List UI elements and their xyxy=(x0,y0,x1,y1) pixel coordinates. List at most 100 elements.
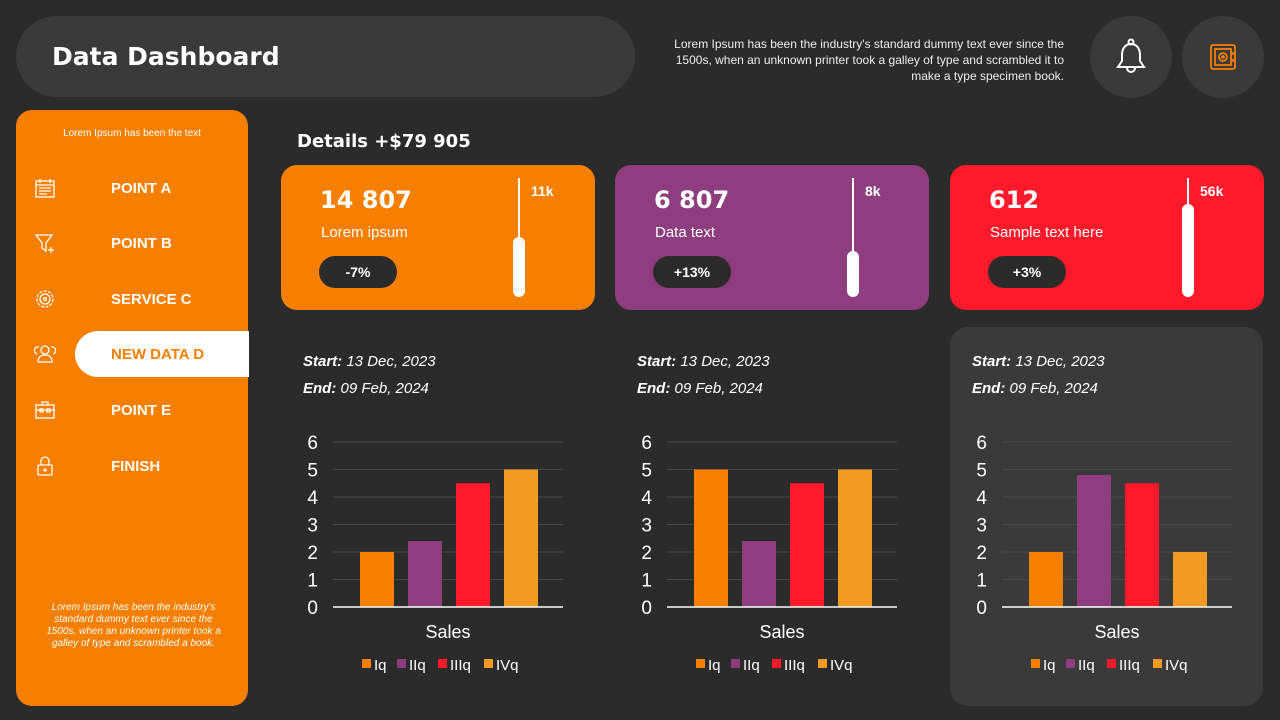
change-badge: -7% xyxy=(319,256,397,288)
y-tick-label: 2 xyxy=(307,543,318,564)
date-range: Start: 13 Dec, 2023 End: 09 Feb, 2024 xyxy=(972,348,1105,402)
kpi-card: 6 807 Data text +13% 8k xyxy=(615,165,929,310)
bar-IIq xyxy=(742,541,776,607)
sales-bar-chart: 0 1 2 3 4 5 6 Sales Iq IIq IIIq IVq xyxy=(307,433,563,674)
legend-swatch xyxy=(397,659,406,668)
y-tick-label: 4 xyxy=(641,488,652,509)
sidebar-item-point-e[interactable]: POINT E xyxy=(16,387,248,433)
x-axis-label: Sales xyxy=(425,622,470,642)
legend-swatch xyxy=(484,659,493,668)
kpi-label: Sample text here xyxy=(990,224,1104,241)
legend-label: IIIq xyxy=(450,657,471,674)
sidebar-item-point-b[interactable]: POINT B xyxy=(16,220,248,266)
legend-swatch xyxy=(818,659,827,668)
y-tick-label: 1 xyxy=(976,571,987,592)
kpi-value: 612 xyxy=(989,186,1040,214)
gauge-fill xyxy=(513,237,525,297)
sidebar-item-label: POINT B xyxy=(111,234,172,252)
bar-Iq xyxy=(1029,552,1063,607)
bar-IIq xyxy=(1077,475,1111,607)
legend-label: IIIq xyxy=(1119,657,1140,674)
legend-label: IVq xyxy=(496,657,519,674)
bar-IIIq xyxy=(790,483,824,607)
start-date: Start: 13 Dec, 2023 xyxy=(972,353,1105,370)
sidebar-item-label: POINT A xyxy=(111,179,172,197)
sidebar-item-point-a[interactable]: POINT A xyxy=(16,165,248,211)
end-date: End: 09 Feb, 2024 xyxy=(637,380,763,397)
y-tick-label: 2 xyxy=(641,543,652,564)
y-tick-label: 5 xyxy=(976,461,987,482)
gauge-max: 11k xyxy=(531,183,554,199)
kpi-card: 14 807 Lorem ipsum -7% 11k xyxy=(281,165,595,310)
y-tick-label: 0 xyxy=(976,598,987,619)
change-badge: +13% xyxy=(653,256,731,288)
end-date: End: 09 Feb, 2024 xyxy=(303,380,429,397)
y-tick-label: 3 xyxy=(307,516,318,537)
notifications-button[interactable] xyxy=(1090,16,1172,98)
sidebar: Lorem Ipsum has been the text POINT A PO… xyxy=(16,110,249,706)
kpi-label: Lorem ipsum xyxy=(321,224,408,241)
gauge-fill xyxy=(1182,204,1194,297)
y-tick-label: 5 xyxy=(307,461,318,482)
date-range: Start: 13 Dec, 2023 End: 09 Feb, 2024 xyxy=(637,348,770,402)
kpi-label: Data text xyxy=(655,224,716,241)
kpi-card: 612 Sample text here +3% 56k xyxy=(950,165,1264,310)
bar-IIIq xyxy=(1125,483,1159,607)
bar-IVq xyxy=(838,469,872,607)
legend-label: IVq xyxy=(830,657,853,674)
bar-Iq xyxy=(694,469,728,607)
sales-bar-chart: 0 1 2 3 4 5 6 Sales Iq IIq IIIq IVq xyxy=(976,433,1232,674)
sidebar-item-label: POINT E xyxy=(111,401,172,419)
bar-IIIq xyxy=(456,483,490,607)
y-tick-label: 6 xyxy=(641,433,652,454)
y-tick-label: 0 xyxy=(307,598,318,619)
change-badge: +3% xyxy=(988,256,1066,288)
legend-label: IIq xyxy=(1078,657,1095,674)
x-axis-label: Sales xyxy=(759,622,804,642)
legend-swatch xyxy=(438,659,447,668)
legend-swatch xyxy=(1031,659,1040,668)
gear-icon xyxy=(36,290,54,308)
safe-button[interactable] xyxy=(1182,16,1264,98)
sidebar-item-service-c[interactable]: SERVICE C xyxy=(16,276,248,322)
legend-label: IIq xyxy=(743,657,760,674)
y-tick-label: 3 xyxy=(641,516,652,537)
bar-IVq xyxy=(504,469,538,607)
calendar-icon xyxy=(35,179,55,198)
users-icon xyxy=(34,345,56,363)
gauge-fill xyxy=(847,251,859,297)
sidebar-item-finish[interactable]: FINISH xyxy=(16,443,248,489)
start-date: Start: 13 Dec, 2023 xyxy=(303,353,436,370)
y-tick-label: 4 xyxy=(976,488,987,509)
legend-label: Iq xyxy=(708,657,721,674)
details-total: Details +$79 905 xyxy=(297,131,471,152)
legend-label: Iq xyxy=(374,657,387,674)
y-tick-label: 6 xyxy=(976,433,987,454)
header-description: Lorem Ipsum has been the industry's stan… xyxy=(674,37,1064,83)
sidebar-item-label: FINISH xyxy=(111,457,161,475)
y-tick-label: 2 xyxy=(976,543,987,564)
title-bar: Data Dashboard xyxy=(16,16,635,97)
lock-icon xyxy=(37,456,53,476)
bell-icon xyxy=(1116,38,1146,73)
active-indicator xyxy=(75,331,249,377)
legend-swatch xyxy=(1107,659,1116,668)
page-title: Data Dashboard xyxy=(52,42,280,71)
sidebar-top-text: Lorem Ipsum has been the text xyxy=(63,128,201,139)
sidebar-item-new-data-d[interactable]: NEW DATA D xyxy=(16,331,249,377)
gauge-max: 8k xyxy=(865,183,881,199)
toolbox-icon xyxy=(35,401,55,419)
bar-Iq xyxy=(360,552,394,607)
safe-icon xyxy=(1210,44,1236,70)
sales-bar-chart: 0 1 2 3 4 5 6 Sales Iq IIq IIIq IVq xyxy=(641,433,897,674)
sidebar-item-label: NEW DATA D xyxy=(111,345,205,363)
legend-label: IIIq xyxy=(784,657,805,674)
y-tick-label: 0 xyxy=(641,598,652,619)
y-tick-label: 1 xyxy=(307,571,318,592)
y-tick-label: 3 xyxy=(976,516,987,537)
legend-label: IIq xyxy=(409,657,426,674)
kpi-value: 6 807 xyxy=(654,186,730,214)
y-tick-label: 6 xyxy=(307,433,318,454)
bar-IVq xyxy=(1173,552,1207,607)
date-range: Start: 13 Dec, 2023 End: 09 Feb, 2024 xyxy=(303,348,436,402)
